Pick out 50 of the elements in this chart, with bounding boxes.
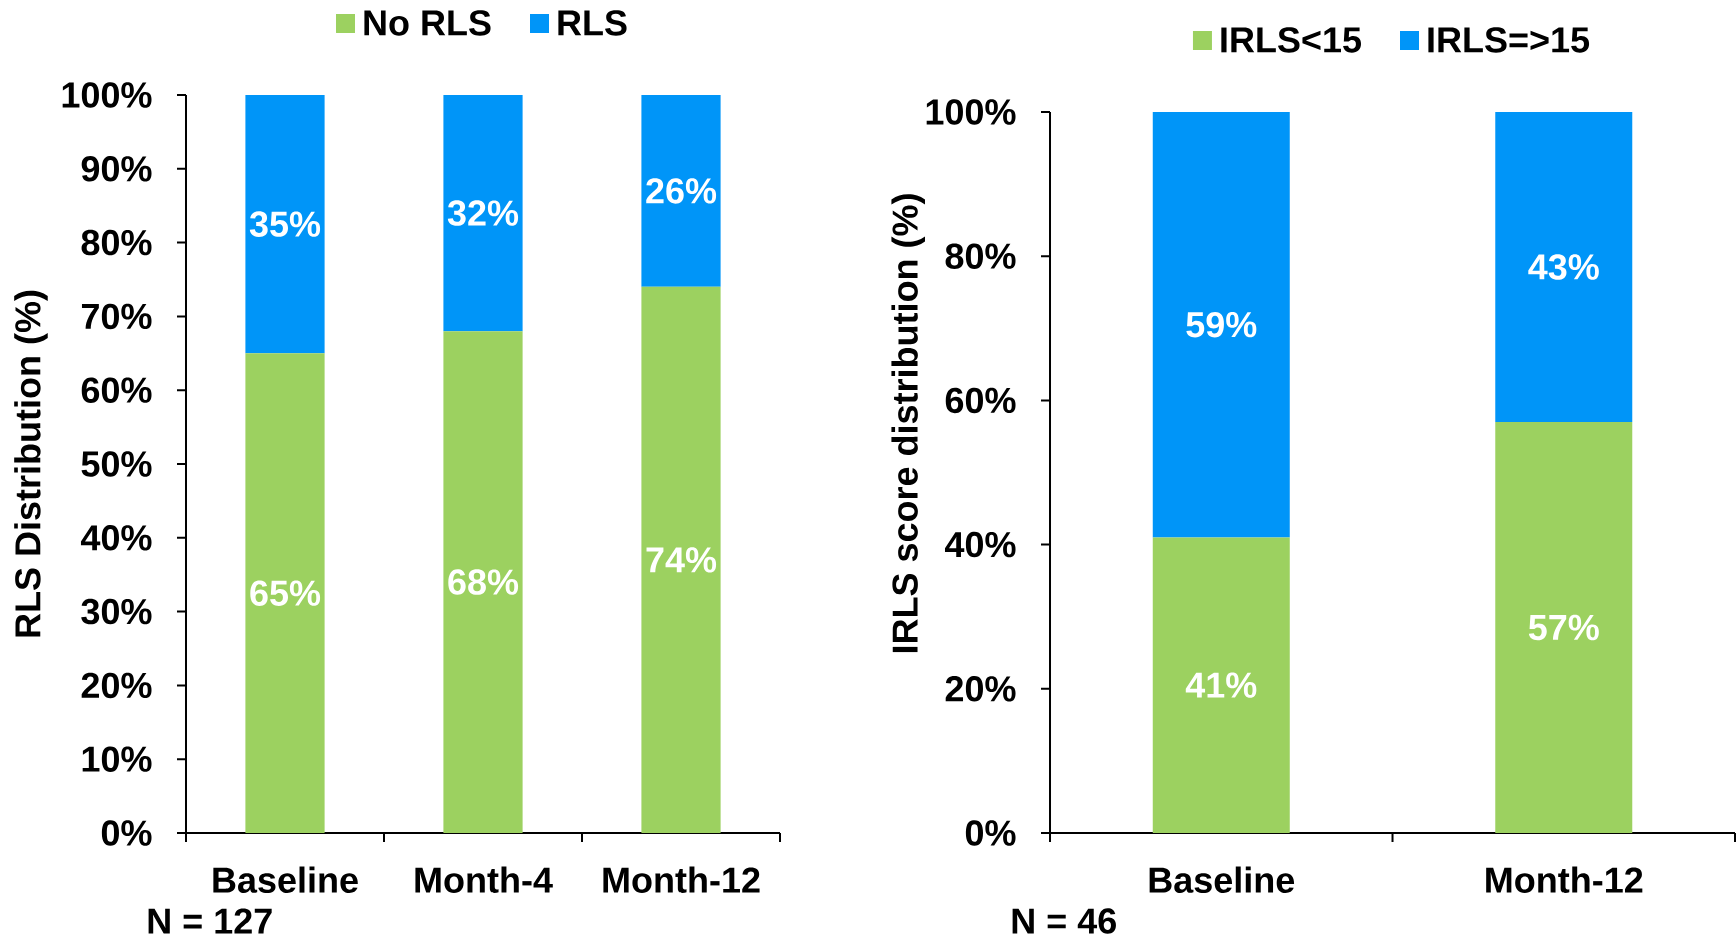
y-axis-title: IRLS score distribution (%) bbox=[891, 194, 925, 653]
y-tick-label: 40% bbox=[80, 525, 152, 551]
y-tick-label: 90% bbox=[81, 156, 152, 182]
y-tick-label: 70% bbox=[81, 303, 152, 330]
bar bbox=[245, 94, 325, 354]
y-axis-title: RLS Distribution (%) bbox=[14, 290, 48, 637]
bar bbox=[443, 94, 523, 332]
x-tick-label: Month-12 bbox=[1486, 866, 1643, 893]
y-tick-label: 0% bbox=[965, 820, 1016, 846]
data-label: 43% bbox=[1528, 254, 1599, 280]
y-tick-label: 80% bbox=[81, 229, 152, 256]
data-label: 35% bbox=[249, 211, 321, 237]
y-tick-label: 10% bbox=[82, 746, 152, 772]
x-tick-label: Baseline bbox=[213, 866, 358, 893]
y-tick-label: 40% bbox=[944, 531, 1016, 558]
legend-label: IRLS=>15 bbox=[1428, 27, 1590, 53]
text: N = 127 bbox=[148, 908, 272, 934]
y-tick-label: 60% bbox=[81, 377, 152, 403]
legend-label: IRLS<15 bbox=[1221, 27, 1361, 53]
legend-label: No RLS bbox=[364, 10, 491, 36]
x-tick-label: Baseline bbox=[1149, 866, 1295, 893]
x-tick-label: Month-4 bbox=[415, 866, 553, 893]
bar bbox=[1152, 537, 1290, 833]
bar bbox=[641, 94, 721, 287]
data-label: 74% bbox=[646, 547, 717, 573]
y-tick-label: 50% bbox=[81, 451, 152, 477]
bar bbox=[1495, 422, 1633, 833]
bar bbox=[245, 353, 325, 833]
bar bbox=[641, 286, 721, 833]
y-tick-label: 20% bbox=[81, 672, 152, 699]
legend-label: RLS bbox=[558, 10, 627, 36]
y-tick-label: 80% bbox=[945, 243, 1016, 269]
y-tick-label: 60% bbox=[945, 387, 1016, 414]
y-tick-label: 100% bbox=[926, 99, 1016, 125]
text: N = 46 bbox=[1012, 908, 1116, 934]
bar bbox=[1152, 111, 1290, 538]
bar bbox=[1495, 111, 1633, 423]
data-label: 65% bbox=[250, 580, 321, 606]
data-label: 41% bbox=[1185, 672, 1257, 698]
y-tick-label: 0% bbox=[101, 820, 152, 846]
data-label: 59% bbox=[1186, 311, 1257, 338]
data-label: 32% bbox=[447, 200, 519, 226]
data-label: 68% bbox=[448, 569, 519, 595]
data-label: 26% bbox=[646, 178, 717, 204]
y-tick-label: 100% bbox=[62, 82, 152, 108]
bar bbox=[443, 331, 523, 833]
y-tick-label: 20% bbox=[945, 676, 1016, 702]
x-tick-label: Month-12 bbox=[603, 866, 760, 893]
y-tick-label: 30% bbox=[81, 598, 152, 625]
data-label: 57% bbox=[1528, 614, 1599, 641]
